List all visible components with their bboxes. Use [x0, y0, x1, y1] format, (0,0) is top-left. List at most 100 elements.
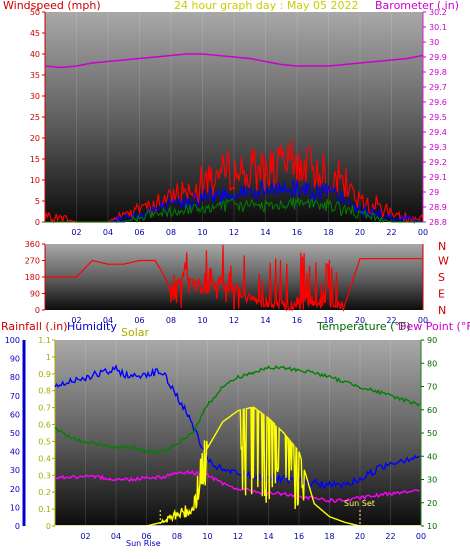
- direction-tick: 360: [25, 240, 40, 249]
- sunrise-label: Sun Rise: [126, 539, 161, 548]
- temperature-tick: 10: [427, 522, 437, 531]
- barometer-title: Barometer (.in): [375, 0, 459, 12]
- top-time-tick: 12: [229, 228, 239, 237]
- direction-time-tick: 16: [292, 316, 302, 325]
- temperature-axis: 10 20 30 40 50 60 70 80 90: [420, 336, 437, 531]
- solar-label: Solar: [121, 326, 150, 339]
- barometer-tick: 29.7: [429, 83, 447, 92]
- compass-n: N: [438, 240, 446, 253]
- temperature-label: Temperature (°F): [316, 320, 411, 333]
- humidity-line: [54, 364, 420, 490]
- humidity-axis: 0 10 20 30 40 50 60 70 80 90 100: [5, 336, 26, 531]
- direction-time-tick: 06: [134, 316, 144, 325]
- temp-hum-panel: [55, 340, 421, 526]
- humidity-tick: 50: [10, 429, 20, 438]
- rainfall-tick: 0.1: [38, 505, 51, 514]
- humidity-tick: 40: [10, 448, 20, 457]
- direction-time-tick: 08: [166, 316, 176, 325]
- top-time-tick: 18: [323, 228, 333, 237]
- windspeed-axis: 0 5 10 15 20 25 30 35 40 45 50: [30, 8, 46, 227]
- top-time-tick: 04: [103, 228, 113, 237]
- compass-e: E: [438, 288, 445, 301]
- windspeed-tick: 5: [35, 197, 40, 206]
- rainfall-tick: 0.8: [38, 387, 51, 396]
- direction-time-tick: 10: [197, 316, 207, 325]
- direction-time-tick: 12: [229, 316, 239, 325]
- dewpoint-line: [54, 469, 420, 504]
- rainfall-tick: 0.5: [38, 437, 51, 446]
- temperature-line: [54, 364, 421, 455]
- windspeed-tick: 30: [30, 92, 40, 101]
- rainfall-tick: 0.6: [38, 421, 51, 430]
- bottom-time-tick: 04: [111, 532, 121, 541]
- top-time-tick: 06: [134, 228, 144, 237]
- barometer-tick: 29: [429, 188, 439, 197]
- wind-direction-line: [45, 244, 423, 312]
- direction-time-tick: 02: [71, 316, 81, 325]
- compass-n: N: [438, 304, 446, 317]
- bottom-time-tick: 00: [416, 532, 426, 541]
- barometer-tick: 29.8: [429, 68, 447, 77]
- barometer-tick: 29.4: [429, 128, 447, 137]
- top-time-tick: 08: [166, 228, 176, 237]
- windspeed-tick: 0: [35, 218, 40, 227]
- barometer-line: [44, 53, 424, 69]
- windspeed-tick: 40: [30, 50, 40, 59]
- top-time-tick: 22: [386, 228, 396, 237]
- humidity-tick: 60: [10, 410, 20, 419]
- barometer-tick: 29.9: [429, 53, 447, 62]
- direction-time-tick: 14: [260, 316, 270, 325]
- rainfall-tick: 0.2: [38, 488, 51, 497]
- temperature-tick: 20: [427, 499, 437, 508]
- sunset-label: Sun Set: [344, 499, 375, 508]
- humidity-tick: 100: [5, 336, 20, 345]
- compass-s: S: [438, 271, 445, 284]
- humidity-label: Humidity: [67, 320, 117, 333]
- top-time-tick: 00: [418, 228, 428, 237]
- humidity-tick: 0: [15, 522, 20, 531]
- direction-tick: 180: [25, 273, 40, 282]
- barometer-tick: 30.1: [429, 23, 447, 32]
- humidity-tick: 20: [10, 485, 20, 494]
- windspeed-tick: 50: [30, 8, 40, 17]
- bottom-time-tick: 08: [172, 532, 182, 541]
- direction-series: [45, 244, 423, 312]
- top-time-tick: 10: [197, 228, 207, 237]
- direction-time-axis: 02 04 06 08 10 12 14 16 18 20 22 00: [71, 316, 428, 325]
- windspeed-tick: 20: [30, 134, 40, 143]
- rainfall-tick: 0.7: [38, 404, 51, 413]
- windspeed-tick: 15: [30, 155, 40, 164]
- top-time-axis: 02 04 06 08 10 12 14 16 18 20 22 00: [71, 12, 428, 237]
- rainfall-axis: 0 0.1 0.2 0.3 0.4 0.5 0.6 0.7 0.8 0.9 1 1.1: [38, 336, 56, 531]
- temperature-tick: 60: [427, 406, 437, 415]
- temperature-tick: 30: [427, 476, 437, 485]
- windspeed-tick: 35: [30, 71, 40, 80]
- windspeed-tick: 10: [30, 176, 40, 185]
- direction-axis: 0 90 180 270 360: [25, 240, 424, 315]
- rainfall-tick: 1.1: [38, 336, 51, 345]
- direction-tick: 0: [35, 306, 40, 315]
- barometer-tick: 29.2: [429, 158, 447, 167]
- barometer-tick: 28.8: [429, 218, 447, 227]
- windspeed-tick: 45: [30, 29, 40, 38]
- humidity-tick: 30: [10, 466, 20, 475]
- direction-time-tick: 18: [323, 316, 333, 325]
- bottom-time-tick: 12: [233, 532, 243, 541]
- barometer-tick: 29.1: [429, 173, 447, 182]
- bottom-time-tick: 10: [202, 532, 212, 541]
- direction-time-tick: 20: [355, 316, 365, 325]
- barometer-tick: 30: [429, 38, 439, 47]
- barometer-tick: 28.9: [429, 203, 447, 212]
- direction-time-tick: 22: [386, 316, 396, 325]
- bottom-time-axis: 02 04 06 08 10 12 14 16 18 20 22 00: [80, 340, 426, 541]
- top-time-tick: 20: [355, 228, 365, 237]
- bottom-time-tick: 22: [385, 532, 395, 541]
- barometer-tick: 30.2: [429, 8, 447, 17]
- top-time-tick: 16: [292, 228, 302, 237]
- gust-line: [45, 197, 423, 224]
- bottom-time-tick: 14: [263, 532, 273, 541]
- windspeed-tick: 25: [30, 113, 40, 122]
- temperature-tick: 80: [427, 359, 437, 368]
- humidity-tick: 10: [10, 503, 20, 512]
